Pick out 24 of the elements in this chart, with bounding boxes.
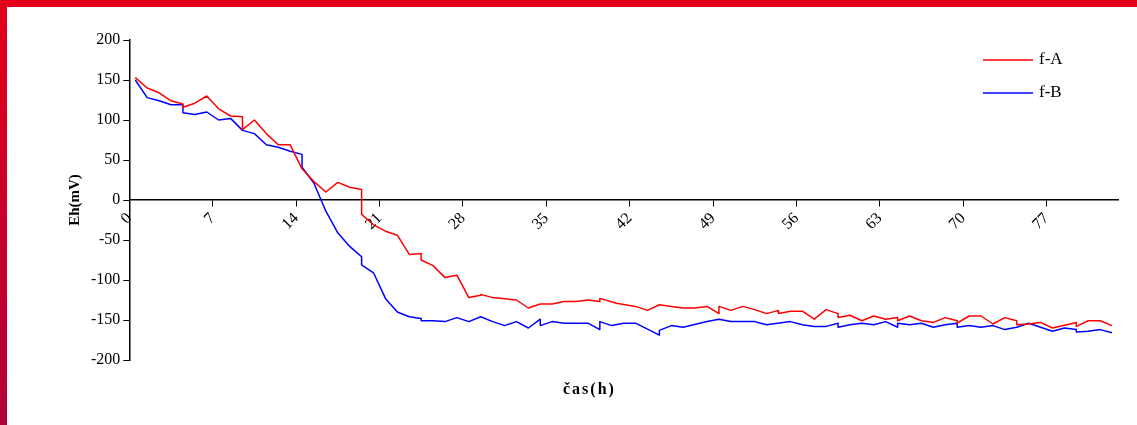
y-tick-label: 200 bbox=[96, 30, 121, 48]
legend-label: f-A bbox=[1039, 49, 1064, 69]
x-tick-label: 14 bbox=[277, 208, 302, 233]
y-tick-label: -50 bbox=[99, 230, 121, 248]
y-tick-label: -200 bbox=[91, 350, 121, 368]
x-tick-label: 70 bbox=[944, 208, 969, 233]
y-tick-label: -100 bbox=[91, 270, 121, 288]
x-tick-label: 28 bbox=[444, 208, 468, 233]
y-tick-label: 50 bbox=[104, 150, 121, 168]
x-tick-label: 49 bbox=[694, 208, 719, 233]
x-tick-label: 7 bbox=[200, 208, 218, 227]
y-tick-label: -150 bbox=[91, 310, 121, 328]
y-axis-title: Eh(mV) bbox=[65, 174, 83, 226]
x-tick-label: 63 bbox=[861, 208, 885, 233]
y-tick-label: 100 bbox=[96, 110, 121, 128]
x-tick-label: 21 bbox=[361, 208, 385, 233]
y-tick-label: 0 bbox=[112, 190, 121, 208]
x-tick-label: 56 bbox=[778, 208, 802, 233]
x-tick-label: 42 bbox=[611, 208, 635, 233]
x-axis-title: čas(h) bbox=[563, 380, 616, 398]
legend-label: f-B bbox=[1039, 82, 1062, 102]
x-tick-label: 35 bbox=[528, 208, 552, 233]
x-tick-label: 77 bbox=[1028, 208, 1052, 233]
y-tick-label: 150 bbox=[96, 70, 121, 88]
